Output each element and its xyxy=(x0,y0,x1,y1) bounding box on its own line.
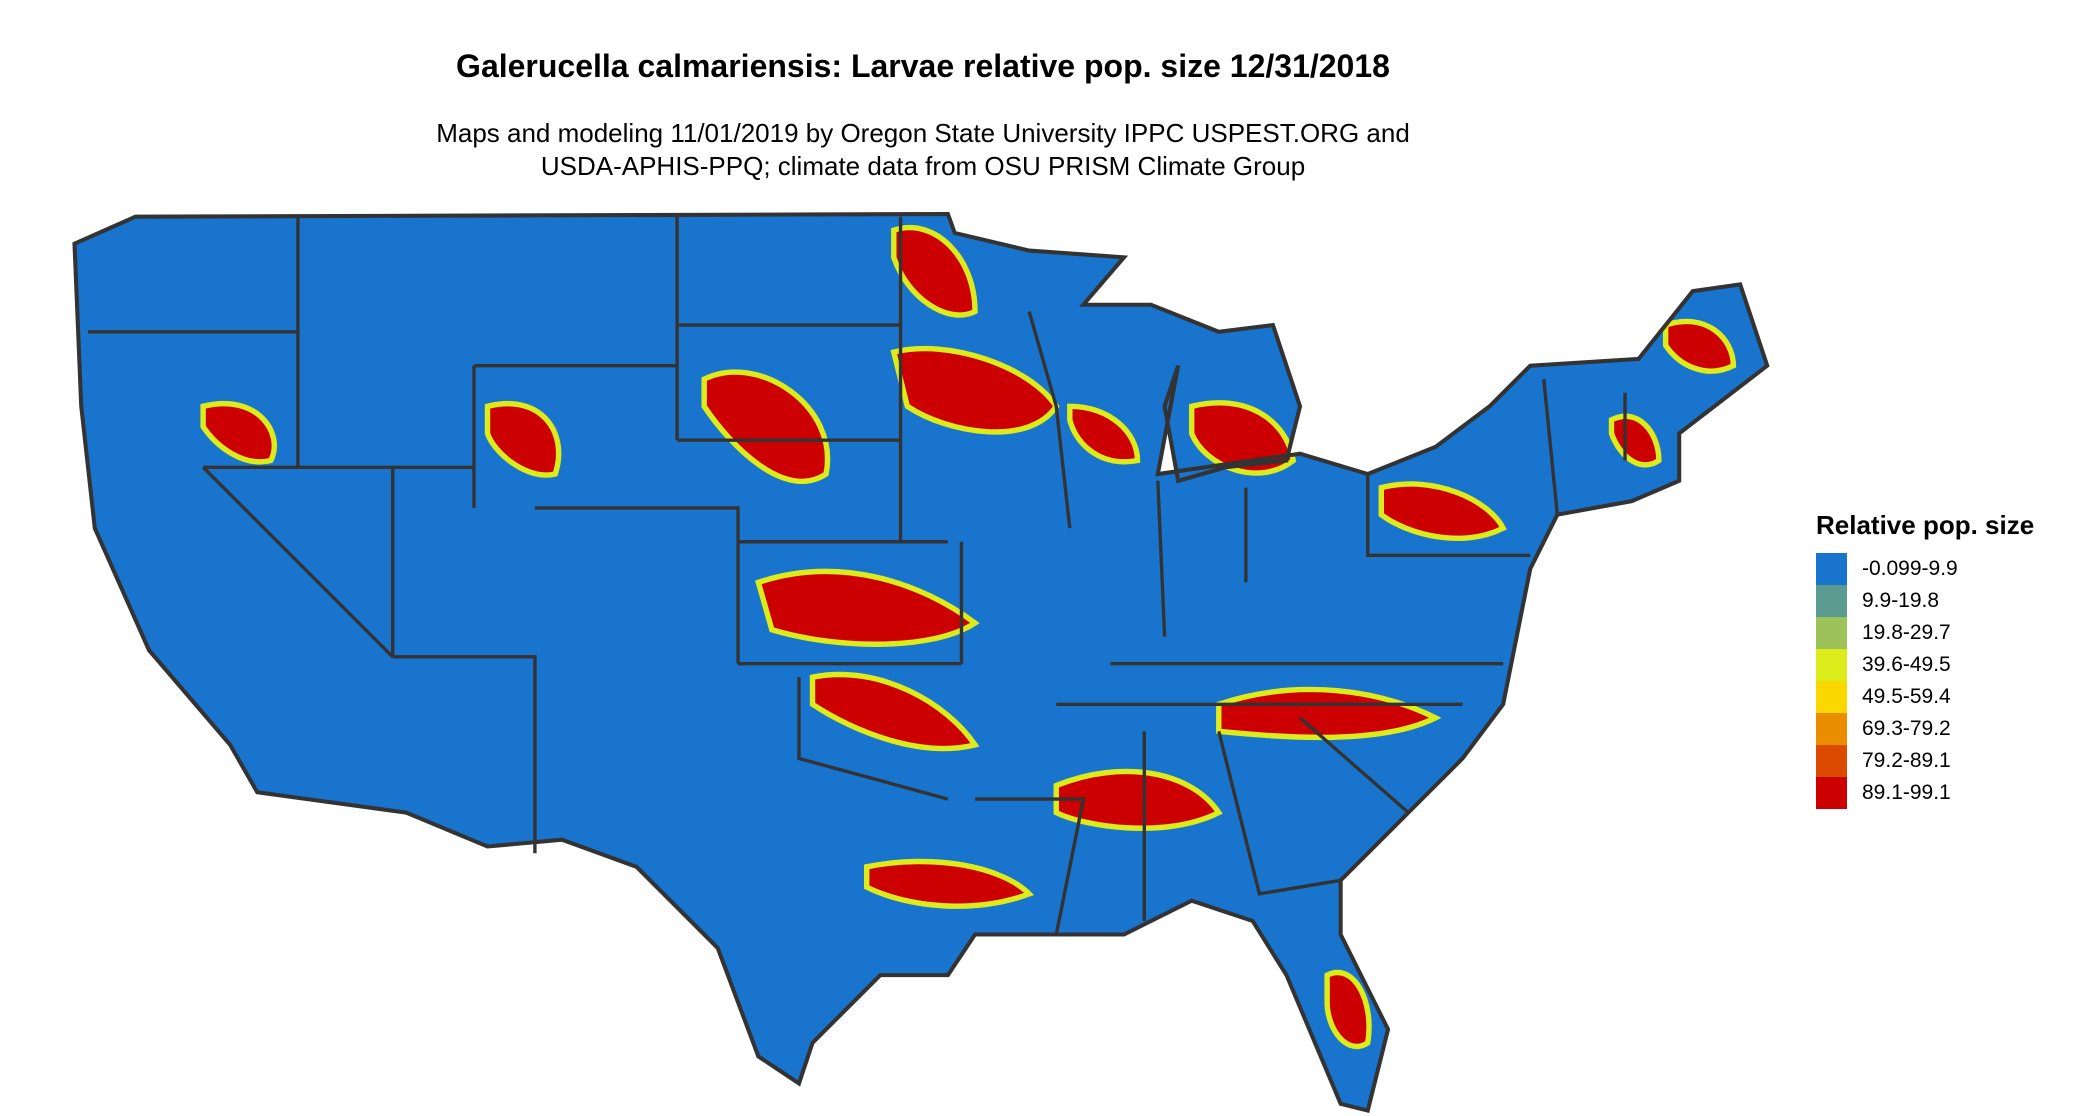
legend-item: 79.2-89.1 xyxy=(1816,745,2034,777)
legend-swatch xyxy=(1816,649,1847,681)
legend-swatch xyxy=(1816,585,1847,617)
legend-item: 19.8-29.7 xyxy=(1816,617,2034,649)
legend-item: 9.9-19.8 xyxy=(1816,585,2034,617)
map-subtitle-line-1: Maps and modeling 11/01/2019 by Oregon S… xyxy=(436,118,1410,148)
legend-item: 69.3-79.2 xyxy=(1816,713,2034,745)
legend-label: 79.2-89.1 xyxy=(1862,749,1951,772)
legend-swatch xyxy=(1816,553,1847,585)
legend-title: Relative pop. size xyxy=(1816,510,2035,540)
us-outline xyxy=(72,211,1770,1114)
legend-label: 9.9-19.8 xyxy=(1862,589,1940,612)
state-borders xyxy=(88,216,1627,935)
legend-item: 39.6-49.5 xyxy=(1816,649,2034,681)
legend-swatch xyxy=(1816,617,1847,649)
legend-swatch xyxy=(1816,713,1847,745)
legend-label: 69.3-79.2 xyxy=(1862,717,1951,740)
legend-swatch xyxy=(1816,745,1847,777)
legend: Relative pop. size -0.099-9.9 9.9-19.8 19.… xyxy=(1816,510,2034,809)
legend-label: -0.099-9.9 xyxy=(1862,557,1958,580)
legend-item: 89.1-99.1 xyxy=(1816,777,2034,809)
legend-swatch xyxy=(1816,681,1847,713)
legend-label: 19.8-29.7 xyxy=(1862,621,1951,644)
legend-swatch xyxy=(1816,777,1847,809)
map-subtitle-line-2: USDA-APHIS-PPQ; climate data from OSU PR… xyxy=(540,151,1306,181)
legend-item: -0.099-9.9 xyxy=(1816,553,2034,585)
legend-item: 49.5-59.4 xyxy=(1816,681,2034,713)
population-hotspots xyxy=(200,224,1737,1050)
legend-label: 39.6-49.5 xyxy=(1862,653,1951,676)
legend-label: 89.1-99.1 xyxy=(1862,781,1951,804)
map-title: Galerucella calmariensis: Larvae relativ… xyxy=(456,48,1390,84)
legend-label: 49.5-59.4 xyxy=(1862,685,1951,708)
